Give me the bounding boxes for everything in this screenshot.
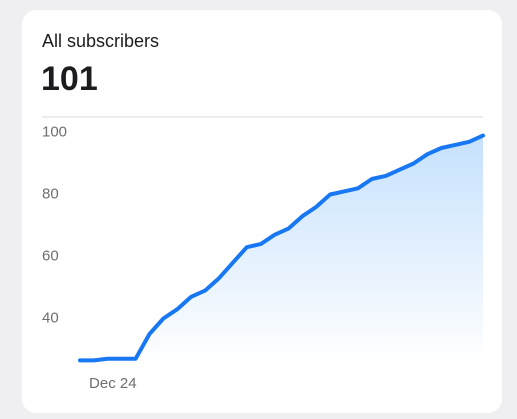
area-fill [80, 135, 483, 365]
y-tick-label: 100 [42, 123, 67, 140]
card-value: 101 [41, 60, 98, 98]
x-tick-label: Dec 24 [89, 375, 137, 392]
line [78, 133, 485, 363]
y-tick-label: 40 [42, 309, 59, 326]
card-title: All subscribers [42, 31, 159, 51]
y-tick-label: 60 [42, 247, 59, 264]
y-tick-label: 80 [42, 185, 59, 202]
